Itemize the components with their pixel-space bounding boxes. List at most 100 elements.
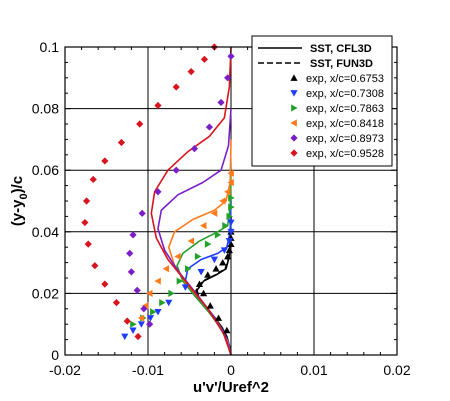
exp-marker-0.8973 xyxy=(154,188,162,196)
exp-marker-0.7863 xyxy=(228,194,235,202)
exp-marker-0.7863 xyxy=(176,277,184,285)
exp-marker-0.7863 xyxy=(226,212,233,220)
y-tick-label: 0.06 xyxy=(32,162,59,178)
y-axis-title-main: (y-y xyxy=(9,199,26,226)
exp-marker-0.8973 xyxy=(138,209,146,217)
legend-marker-triangle-left xyxy=(290,119,297,127)
legend-marker-triangle-up xyxy=(290,74,298,81)
legend-box xyxy=(251,35,393,167)
exp-marker-0.7308 xyxy=(227,228,235,236)
exp-marker-0.8418 xyxy=(224,188,231,196)
y-axis-title-tail: )/c xyxy=(9,176,26,194)
exp-marker-0.6753 xyxy=(223,326,231,334)
exp-marker-0.9528 xyxy=(91,262,99,270)
tick-labels: -0.02 -0.01 0 0.01 0.02 0 0.02 0.04 0.06 0.08 0.1 xyxy=(32,39,411,378)
exp-marker-0.9528 xyxy=(84,240,92,248)
legend-label: exp, x/c=0.7863 xyxy=(306,103,384,115)
exp-marker-0.8418 xyxy=(227,178,234,187)
legend: SST, CFL3D SST, FUN3D exp, x/c=0.6753 exp, … xyxy=(251,35,393,167)
experiment-markers xyxy=(81,43,235,341)
legend-marker-diamond xyxy=(290,134,298,142)
exp-marker-0.9528 xyxy=(123,317,131,325)
exp-marker-0.6753 xyxy=(200,289,208,297)
exp-marker-0.9528 xyxy=(101,280,109,288)
y-tick-label: 0.1 xyxy=(40,39,60,55)
exp-marker-0.8418 xyxy=(174,252,181,261)
exp-marker-0.7308 xyxy=(220,247,228,254)
exp-marker-0.8418 xyxy=(146,289,153,297)
exp-marker-0.8418 xyxy=(141,302,149,310)
legend-marker-diamond xyxy=(290,149,298,157)
exp-marker-0.8973 xyxy=(217,98,225,107)
exp-marker-0.6753 xyxy=(219,259,227,266)
legend-label: SST, CFL3D xyxy=(310,43,372,55)
exp-marker-0.6753 xyxy=(206,302,214,309)
exp-marker-0.8418 xyxy=(227,169,234,177)
legend-marker-triangle-down xyxy=(290,90,298,97)
x-tick-label: 0.01 xyxy=(300,362,327,378)
exp-marker-0.9528 xyxy=(112,299,121,307)
exp-marker-0.7863 xyxy=(222,222,229,230)
exp-marker-0.7863 xyxy=(204,240,212,248)
exp-marker-0.9528 xyxy=(89,175,97,184)
legend-label: SST, FUN3D xyxy=(310,58,373,70)
exp-marker-0.8973 xyxy=(146,320,154,328)
exp-marker-0.8973 xyxy=(129,231,137,239)
exp-marker-0.8418 xyxy=(154,277,161,285)
exp-marker-0.6753 xyxy=(204,271,212,278)
exp-marker-0.9528 xyxy=(101,157,109,165)
exp-marker-0.8973 xyxy=(126,249,134,257)
exp-marker-0.7308 xyxy=(225,238,233,245)
exp-marker-0.9528 xyxy=(82,197,91,205)
exp-marker-0.7308 xyxy=(197,268,205,276)
exp-marker-0.8418 xyxy=(200,222,207,230)
y-tick-label: 0 xyxy=(51,347,59,363)
exp-marker-0.9528 xyxy=(117,138,126,147)
exp-marker-0.8973 xyxy=(172,166,180,174)
exp-marker-0.9528 xyxy=(187,68,195,76)
exp-marker-0.8973 xyxy=(127,268,135,276)
exp-marker-0.6753 xyxy=(225,246,233,254)
exp-marker-0.6753 xyxy=(195,280,204,288)
legend-label: exp, x/c=0.8418 xyxy=(306,118,384,130)
exp-marker-0.7308 xyxy=(210,256,218,264)
exp-marker-0.8418 xyxy=(162,265,170,273)
exp-marker-0.7863 xyxy=(184,265,192,273)
legend-label: exp, x/c=0.6753 xyxy=(306,73,384,85)
exp-marker-0.8973 xyxy=(205,123,214,131)
legend-label: exp, x/c=0.7308 xyxy=(306,88,384,100)
y-axis-title: (y-y0)/c xyxy=(9,176,30,226)
exp-marker-0.7308 xyxy=(137,321,145,328)
exp-marker-0.8973 xyxy=(140,305,148,313)
exp-marker-0.7863 xyxy=(228,203,235,211)
exp-marker-0.6753 xyxy=(214,314,223,321)
exp-marker-0.7308 xyxy=(146,315,155,322)
exp-marker-0.9528 xyxy=(200,55,209,63)
legend-label: exp, x/c=0.8973 xyxy=(306,133,384,145)
exp-marker-0.7863 xyxy=(159,299,166,307)
exp-marker-0.7308 xyxy=(154,309,162,316)
cfl3d-curve-0.9528 xyxy=(150,46,232,356)
exp-marker-0.7863 xyxy=(150,308,157,316)
exp-marker-0.6753 xyxy=(224,252,232,260)
exp-marker-0.7308 xyxy=(181,284,189,291)
exp-marker-0.8418 xyxy=(210,209,218,217)
exp-marker-0.8418 xyxy=(187,237,195,245)
exp-marker-0.9528 xyxy=(172,83,180,91)
exp-marker-0.9528 xyxy=(81,218,89,227)
y-tick-label: 0.08 xyxy=(32,101,59,117)
y-tick-label: 0.02 xyxy=(32,285,59,301)
exp-marker-0.7863 xyxy=(194,252,202,261)
exp-marker-0.7308 xyxy=(121,333,129,341)
exp-marker-0.8973 xyxy=(224,74,232,82)
exp-marker-0.8973 xyxy=(227,52,235,60)
exp-marker-0.6753 xyxy=(212,265,220,272)
exp-marker-0.8418 xyxy=(137,314,145,322)
exp-marker-0.7308 xyxy=(165,299,173,307)
x-tick-label: 0 xyxy=(227,362,235,378)
x-tick-label: -0.01 xyxy=(132,362,164,378)
x-tick-label: -0.02 xyxy=(49,362,81,378)
legend-label: exp, x/c=0.9528 xyxy=(306,148,384,160)
x-axis-title: u'v'/Uref^2 xyxy=(193,379,269,396)
exp-marker-0.7308 xyxy=(129,327,137,334)
